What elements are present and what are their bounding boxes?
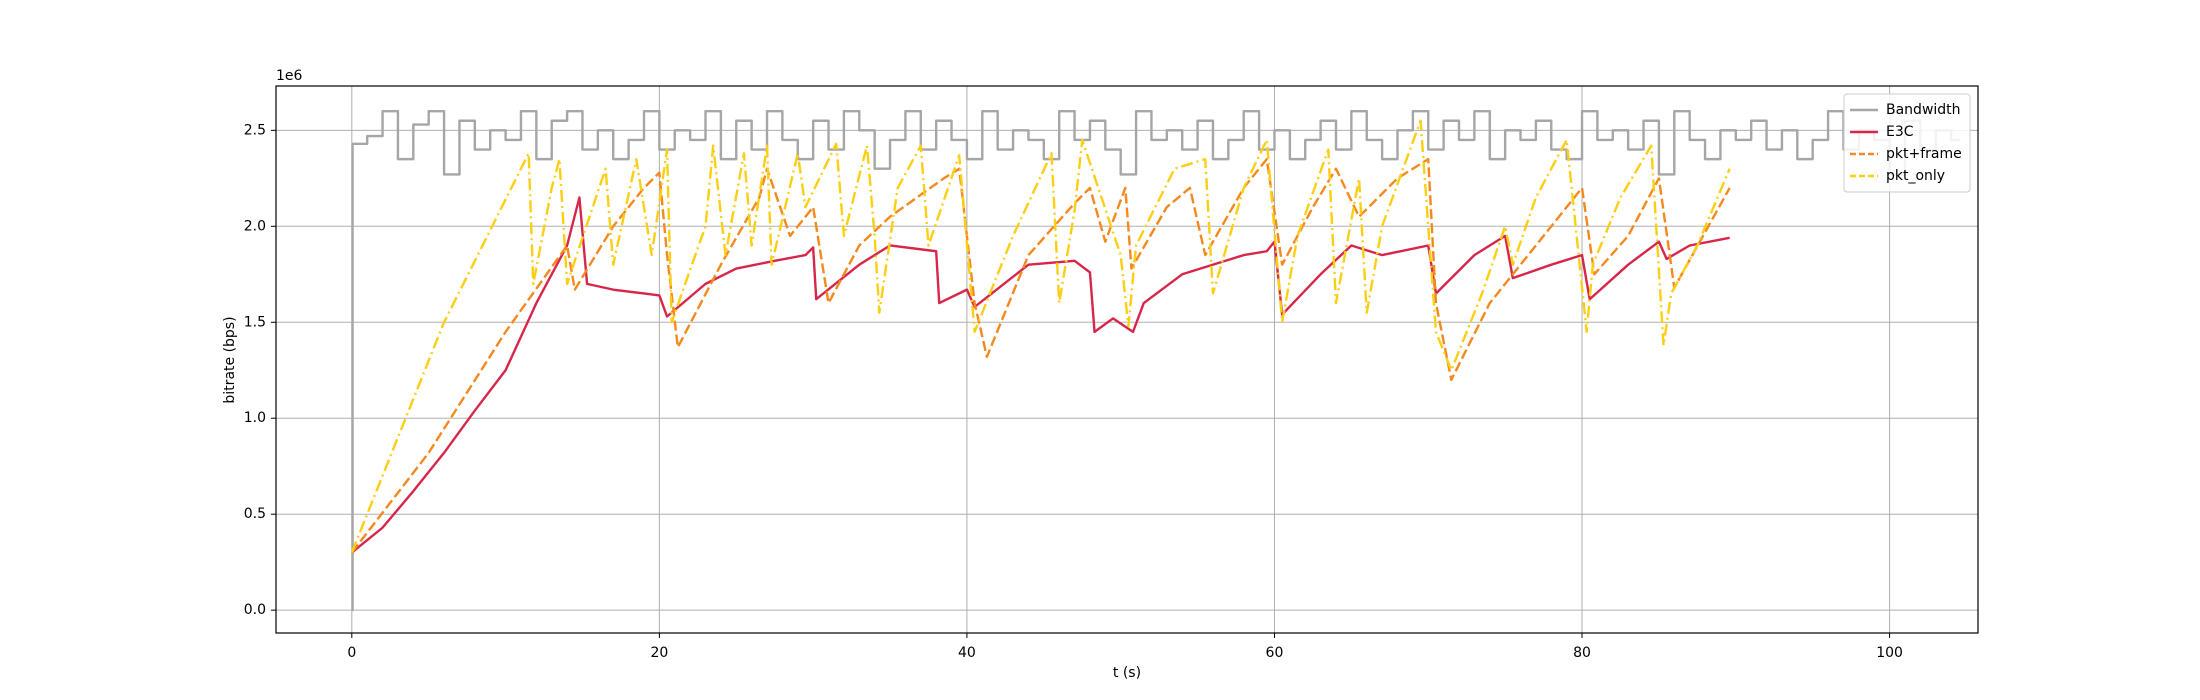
y-tick-label: 2.0 [244,218,266,234]
y-tick-label: 0.5 [244,506,266,522]
y-axis-label: bitrate (bps) [222,316,238,403]
legend-box [1843,93,1971,193]
y-tick-label: 1.0 [244,410,266,426]
x-tick-label: 100 [1876,645,1903,661]
legend-label: pkt+frame [1886,146,1962,162]
y-tick-label: 2.5 [244,122,266,138]
series-line [350,157,1731,554]
series-line [351,196,1730,554]
x-tick-label: 80 [1573,645,1591,661]
series-line [350,119,1731,554]
series-line [351,109,1961,612]
x-tick-label: 20 [650,645,668,661]
legend-label: E3C [1886,124,1914,140]
y-offset-label: 1e6 [276,68,303,84]
x-tick-label: 40 [958,645,976,661]
axes-frame [275,85,1979,634]
y-tick-label: 0.0 [244,602,266,618]
x-tick-label: 0 [347,645,356,661]
legend-label: Bandwidth [1886,102,1961,118]
x-axis-label: t (s) [1113,665,1141,681]
legend-label: pkt_only [1886,168,1945,184]
y-tick-label: 1.5 [244,314,266,330]
x-tick-label: 60 [1266,645,1284,661]
